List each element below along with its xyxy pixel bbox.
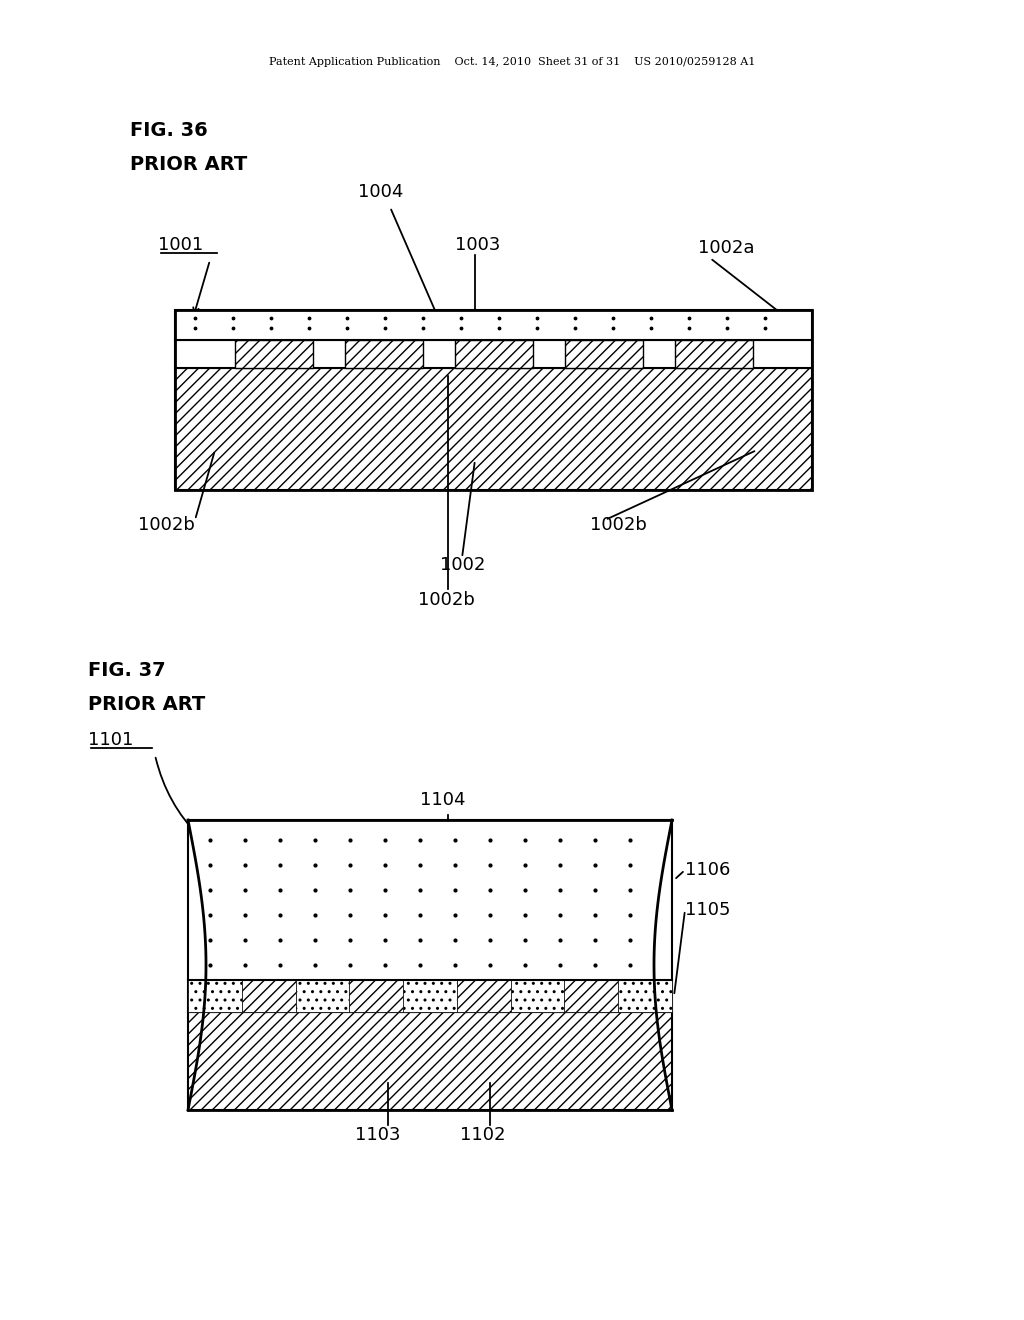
Bar [188, 1012, 672, 1110]
Bar [457, 979, 511, 1012]
Bar [349, 979, 403, 1012]
Text: 1102: 1102 [460, 1126, 506, 1144]
Text: 1104: 1104 [420, 791, 466, 809]
Text: 1002a: 1002a [698, 239, 755, 257]
Bar [188, 979, 242, 1012]
Text: 1106: 1106 [685, 861, 730, 879]
Bar [675, 341, 753, 368]
Bar [296, 979, 349, 1012]
Text: 1004: 1004 [358, 183, 403, 201]
Bar [455, 341, 532, 368]
Text: PRIOR ART: PRIOR ART [88, 696, 205, 714]
Bar [242, 979, 296, 1012]
Bar [618, 979, 672, 1012]
Text: 1105: 1105 [685, 902, 730, 919]
Bar [564, 341, 642, 368]
Text: FIG. 36: FIG. 36 [130, 120, 208, 140]
Bar [175, 341, 812, 368]
Bar [188, 979, 672, 1012]
Bar [564, 979, 618, 1012]
Bar [175, 368, 812, 490]
Text: 1002b: 1002b [418, 591, 475, 609]
Text: 1002b: 1002b [138, 516, 195, 535]
Bar [234, 341, 312, 368]
Bar [511, 979, 564, 1012]
Text: 1003: 1003 [455, 236, 501, 253]
Bar [403, 979, 457, 1012]
Text: 1103: 1103 [355, 1126, 400, 1144]
Text: Patent Application Publication    Oct. 14, 2010  Sheet 31 of 31    US 2010/02591: Patent Application Publication Oct. 14, … [269, 57, 755, 67]
Text: 1002b: 1002b [590, 516, 647, 535]
Bar [175, 310, 812, 341]
Text: FIG. 37: FIG. 37 [88, 660, 166, 680]
Bar [344, 341, 423, 368]
Text: 1001: 1001 [158, 236, 203, 253]
Bar [188, 820, 672, 979]
Text: PRIOR ART: PRIOR ART [130, 156, 247, 174]
Text: 1101: 1101 [88, 731, 133, 748]
Text: 1002: 1002 [440, 556, 485, 574]
Bar [175, 310, 812, 490]
